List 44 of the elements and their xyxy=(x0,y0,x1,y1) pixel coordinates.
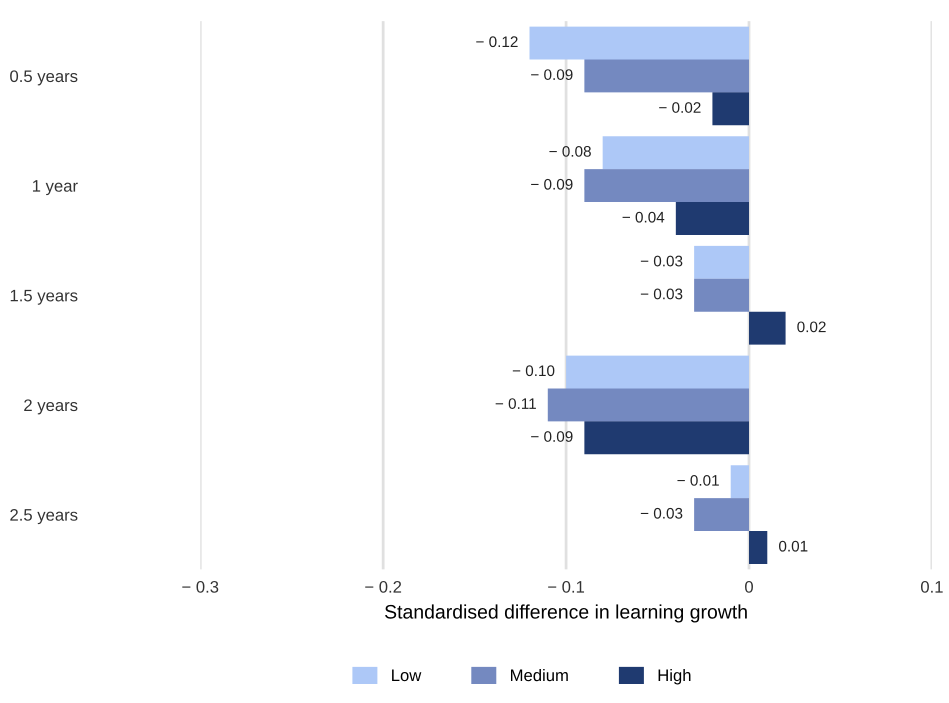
bar xyxy=(694,246,749,279)
bar xyxy=(712,92,749,126)
bar xyxy=(694,278,749,312)
data-label: − 0.08 xyxy=(549,146,591,157)
data-label: − 0.09 xyxy=(531,178,573,190)
bar xyxy=(529,26,749,60)
bar xyxy=(749,531,768,564)
data-label: 0.01 xyxy=(779,540,808,552)
bar xyxy=(584,59,749,92)
y-tick-label: 0.5 years xyxy=(10,70,78,86)
legend-label: Low xyxy=(392,670,422,682)
bar xyxy=(676,202,749,235)
x-axis-title: Standardised difference in learning growth xyxy=(385,604,747,623)
y-tick-label: 1 year xyxy=(32,180,78,196)
data-label: 0.02 xyxy=(797,321,826,332)
data-label: − 0.01 xyxy=(677,474,719,486)
legend-label: Medium xyxy=(510,668,568,682)
bar xyxy=(730,465,749,498)
data-label: − 0.02 xyxy=(659,102,701,113)
data-label: − 0.09 xyxy=(531,431,573,442)
x-tick-label: 0 xyxy=(745,580,753,593)
bar xyxy=(566,356,749,388)
y-tick-label: 2.5 years xyxy=(10,508,78,524)
x-tick-label: 0.1 xyxy=(920,580,943,593)
bar xyxy=(584,421,749,454)
x-tick-label: − 0.2 xyxy=(365,580,402,593)
x-tick-label: − 0.1 xyxy=(548,580,584,593)
data-label: − 0.04 xyxy=(622,212,664,223)
y-tick-label: 2 years xyxy=(24,399,78,414)
legend-label: High xyxy=(658,668,690,684)
bar xyxy=(749,312,786,345)
data-label: − 0.12 xyxy=(476,36,518,48)
data-label: − 0.03 xyxy=(640,508,682,519)
bar xyxy=(602,136,749,170)
x-tick-label: − 0.3 xyxy=(182,580,218,593)
bar xyxy=(694,498,749,532)
data-label: − 0.09 xyxy=(531,69,573,80)
data-label: − 0.11 xyxy=(496,398,536,410)
y-tick-label: 1.5 years xyxy=(10,290,78,305)
data-label: − 0.03 xyxy=(640,256,682,266)
bar xyxy=(584,169,749,202)
bar xyxy=(548,388,749,422)
data-label: − 0.10 xyxy=(512,365,554,376)
data-label: − 0.03 xyxy=(640,288,682,300)
